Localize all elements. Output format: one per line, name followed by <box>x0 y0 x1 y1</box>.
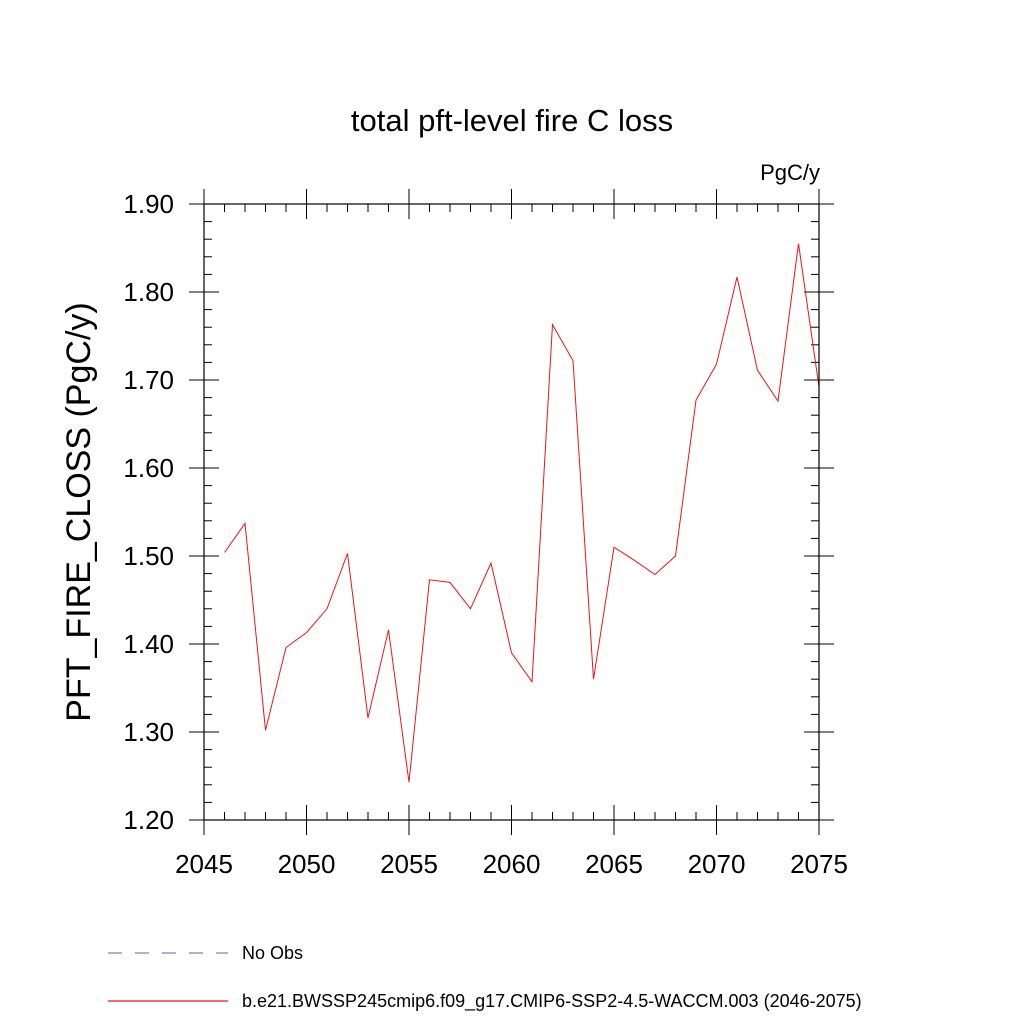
major-ticks <box>189 189 834 835</box>
y-tick-label: 1.50 <box>123 541 174 571</box>
legend-label-model: b.e21.BWSSP245cmip6.f09_g17.CMIP6-SSP2-4… <box>242 991 862 1012</box>
series-layer <box>224 243 820 783</box>
y-tick-label: 1.20 <box>123 805 174 835</box>
minor-ticks <box>204 204 819 820</box>
plot-frame <box>203 203 820 821</box>
x-tick-label: 2075 <box>790 849 848 879</box>
y-axis-label: PFT_FIRE_CLOSS (PgC/y) <box>60 302 98 721</box>
x-tick-label: 2050 <box>278 849 336 879</box>
y-tick-label: 1.40 <box>123 629 174 659</box>
x-tick-label: 2070 <box>688 849 746 879</box>
units-label: PgC/y <box>760 160 820 185</box>
x-tick-label: 2065 <box>585 849 643 879</box>
x-tick-label: 2045 <box>175 849 233 879</box>
y-tick-label: 1.70 <box>123 365 174 395</box>
series-line-0 <box>224 243 820 783</box>
x-tick-label: 2055 <box>380 849 438 879</box>
y-tick-label: 1.30 <box>123 717 174 747</box>
x-tick-labels: 2045 2050 2055 2060 2065 2070 2075 <box>175 849 848 879</box>
y-tick-label: 1.80 <box>123 277 174 307</box>
chart-title: total pft-level fire C loss <box>351 103 673 138</box>
x-tick-label: 2060 <box>483 849 541 879</box>
y-tick-label: 1.90 <box>123 189 174 219</box>
y-tick-label: 1.60 <box>123 453 174 483</box>
y-tick-labels: 1.20 1.30 1.40 1.50 1.60 1.70 1.80 1.90 <box>123 189 174 835</box>
legend: No Obs b.e21.BWSSP245cmip6.f09_g17.CMIP6… <box>108 943 862 1012</box>
legend-label-no-obs: No Obs <box>242 943 303 963</box>
